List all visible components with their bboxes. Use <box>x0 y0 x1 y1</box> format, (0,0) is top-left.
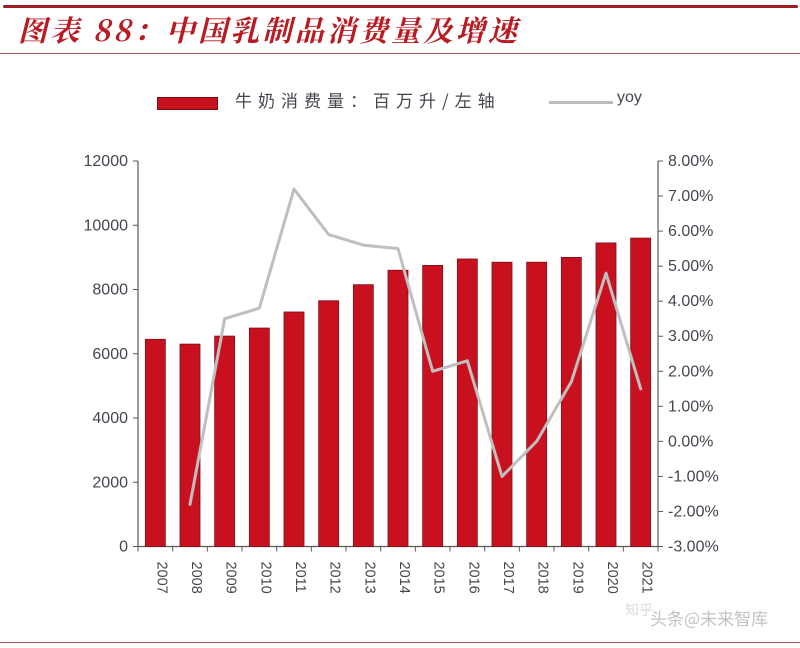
svg-text:2019: 2019 <box>569 562 585 594</box>
svg-text:4.00%: 4.00% <box>668 293 713 310</box>
svg-text:-2.00%: -2.00% <box>668 503 719 520</box>
svg-text:2000: 2000 <box>92 474 128 491</box>
svg-text:2016: 2016 <box>465 562 481 594</box>
svg-text:-3.00%: -3.00% <box>668 539 719 556</box>
svg-text:2007: 2007 <box>153 562 169 594</box>
svg-text:2010: 2010 <box>257 562 273 594</box>
svg-text:0: 0 <box>119 539 128 556</box>
svg-text:6.00%: 6.00% <box>668 223 713 240</box>
svg-text:1.00%: 1.00% <box>668 398 713 415</box>
svg-text:0.00%: 0.00% <box>668 433 713 450</box>
svg-text:2009: 2009 <box>223 562 239 594</box>
svg-text:8000: 8000 <box>92 282 128 299</box>
svg-text:2012: 2012 <box>327 562 343 594</box>
svg-text:4000: 4000 <box>92 410 128 427</box>
svg-text:2018: 2018 <box>535 562 551 594</box>
svg-text:2017: 2017 <box>500 562 516 594</box>
svg-text:10000: 10000 <box>84 217 129 234</box>
svg-text:6000: 6000 <box>92 346 128 363</box>
svg-text:2008: 2008 <box>188 562 204 594</box>
svg-text:12000: 12000 <box>84 153 129 170</box>
svg-text:5.00%: 5.00% <box>668 258 713 275</box>
svg-text:-1.00%: -1.00% <box>668 468 719 485</box>
svg-text:2020: 2020 <box>604 562 620 594</box>
svg-text:2013: 2013 <box>361 562 377 594</box>
svg-text:8.00%: 8.00% <box>668 153 713 170</box>
svg-text:2.00%: 2.00% <box>668 363 713 380</box>
svg-text:2021: 2021 <box>639 562 655 594</box>
svg-text:7.00%: 7.00% <box>668 188 713 205</box>
svg-text:2011: 2011 <box>292 562 308 593</box>
svg-text:2014: 2014 <box>396 562 412 594</box>
svg-text:3.00%: 3.00% <box>668 328 713 345</box>
svg-text:2015: 2015 <box>431 562 447 594</box>
